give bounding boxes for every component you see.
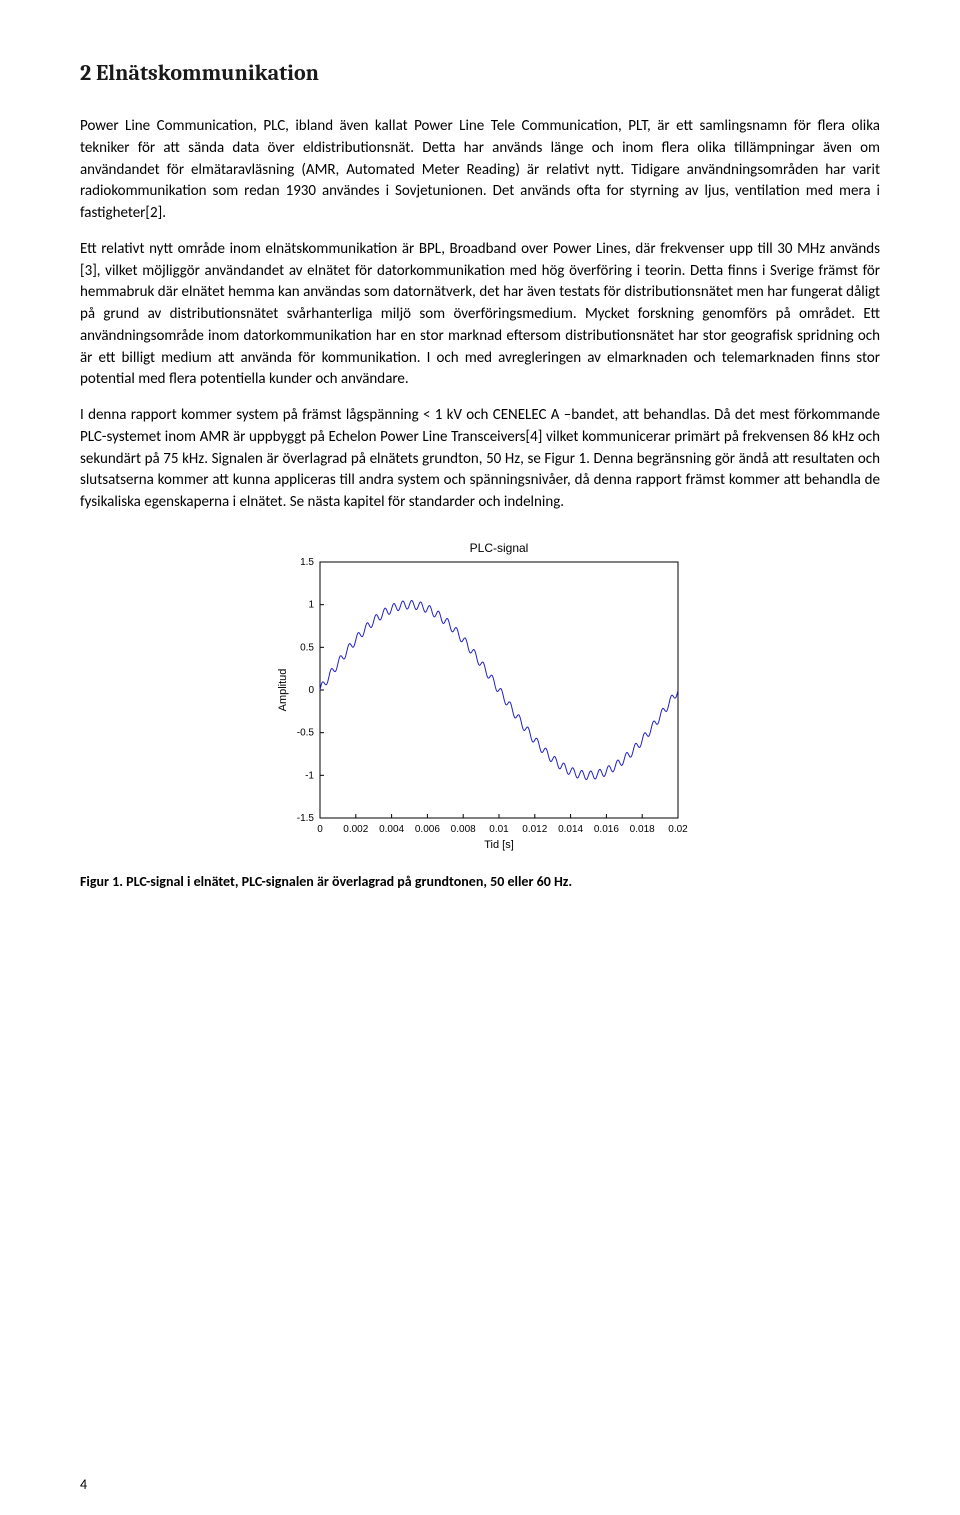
figure-1-caption: Figur 1. PLC-signal i elnätet, PLC-signa… xyxy=(80,872,880,892)
svg-text:1.5: 1.5 xyxy=(300,557,314,568)
svg-text:-0.5: -0.5 xyxy=(297,727,315,738)
svg-text:0.02: 0.02 xyxy=(668,824,688,835)
svg-text:0.016: 0.016 xyxy=(594,824,619,835)
paragraph-1: Power Line Communication, PLC, ibland äv… xyxy=(80,116,880,225)
section-heading: 2 Elnätskommunikation xyxy=(80,60,880,86)
svg-text:Amplitud: Amplitud xyxy=(277,668,289,711)
paragraph-2: Ett relativt nytt område inom elnätskomm… xyxy=(80,239,880,391)
svg-text:-1.5: -1.5 xyxy=(297,813,315,824)
paragraph-3: I denna rapport kommer system på främst … xyxy=(80,405,880,514)
plc-signal-chart: PLC-signal -1.5 -1 -0.5 0 0.5 1 1.5 0 0.002 0.004 0… xyxy=(270,538,690,858)
svg-text:0.006: 0.006 xyxy=(415,824,440,835)
svg-text:0.014: 0.014 xyxy=(558,824,583,835)
svg-text:0.002: 0.002 xyxy=(343,824,368,835)
svg-text:0: 0 xyxy=(308,685,314,696)
svg-text:Tid [s]: Tid [s] xyxy=(484,839,514,851)
svg-text:0.012: 0.012 xyxy=(522,824,547,835)
svg-text:-1: -1 xyxy=(305,770,314,781)
page-number: 4 xyxy=(80,1476,87,1493)
figure-1: PLC-signal -1.5 -1 -0.5 0 0.5 1 1.5 0 0.002 0.004 0… xyxy=(80,538,880,858)
svg-text:0.008: 0.008 xyxy=(451,824,476,835)
svg-text:0.01: 0.01 xyxy=(489,824,509,835)
svg-text:PLC-signal: PLC-signal xyxy=(470,541,529,555)
svg-text:1: 1 xyxy=(308,599,314,610)
svg-text:0.004: 0.004 xyxy=(379,824,404,835)
svg-text:0: 0 xyxy=(317,824,323,835)
svg-text:0.5: 0.5 xyxy=(300,642,314,653)
svg-text:0.018: 0.018 xyxy=(630,824,655,835)
